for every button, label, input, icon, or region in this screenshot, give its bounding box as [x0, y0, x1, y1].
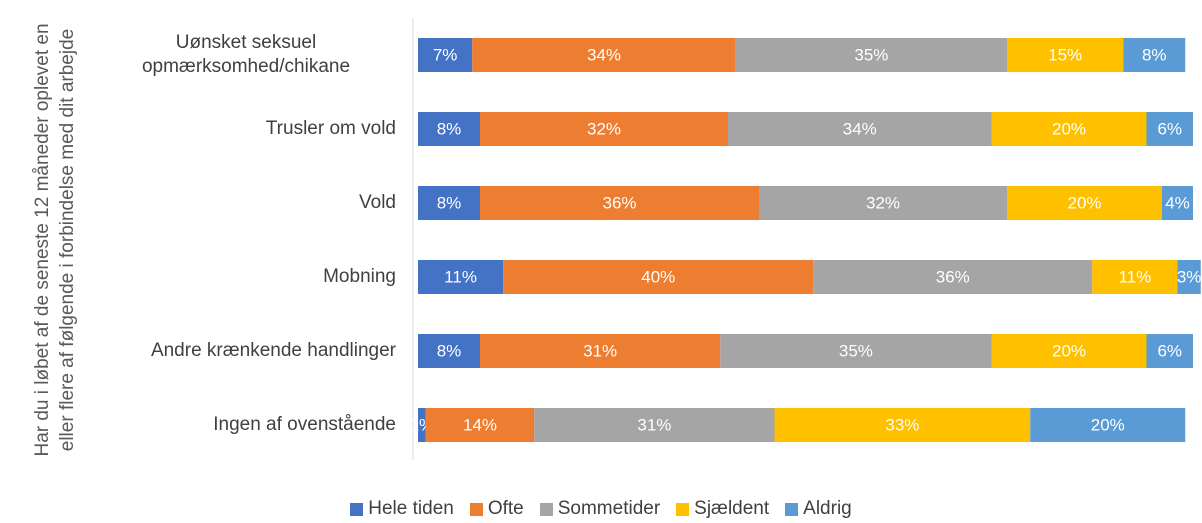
bar-segment	[1177, 260, 1201, 294]
data-label: 20%	[1052, 341, 1086, 360]
data-label: 31%	[637, 415, 671, 434]
bar-segment	[720, 334, 992, 368]
bar-segment	[418, 408, 426, 442]
data-label: 8%	[437, 193, 462, 212]
category-text: Mobning	[323, 266, 396, 287]
category-text: Uønsket seksuel opmærksomhed/chikane	[141, 32, 351, 77]
legend-label: Sommetider	[557, 498, 661, 519]
category-label: Uønsket seksuel opmærksomhed/chikane	[96, 31, 396, 79]
bar-segment	[480, 334, 721, 368]
legend-item: Aldrig	[785, 498, 852, 520]
legend: Hele tiden Ofte Sommetider Sjældent Aldrig	[0, 498, 1202, 520]
legend-swatch	[350, 502, 364, 516]
bar-segment	[774, 408, 1031, 442]
bar-segment	[534, 408, 775, 442]
legend-label: Aldrig	[803, 498, 852, 519]
data-label: 35%	[839, 341, 873, 360]
data-label: 8%	[1142, 45, 1167, 64]
bar-segment	[1123, 38, 1186, 72]
bar-segment	[425, 408, 535, 442]
y-axis-title: Har du i løbet af de seneste 12 måneder …	[32, 23, 78, 457]
bar-segment	[1162, 186, 1193, 220]
legend-label: Ofte	[487, 498, 524, 519]
data-label: 11%	[1118, 267, 1151, 286]
category-label: Vold	[359, 191, 396, 215]
legend-swatch	[676, 502, 690, 516]
data-label: 8%	[437, 341, 462, 360]
bar-segment	[1146, 112, 1193, 146]
category-label: Andre krænkende handlinger	[151, 339, 396, 363]
bar-segment	[991, 112, 1147, 146]
data-label: 40%	[641, 267, 675, 286]
legend-item: Sommetider	[539, 498, 661, 520]
bar-segment	[418, 112, 480, 146]
data-label: 4%	[1165, 193, 1190, 212]
data-label: 33%	[885, 415, 919, 434]
data-label: 6%	[1157, 341, 1182, 360]
category-text: Ingen af ovenstående	[213, 414, 396, 435]
category-label: Trusler om vold	[266, 117, 396, 141]
data-label: 36%	[936, 267, 970, 286]
data-label: 7%	[433, 45, 458, 64]
category-text: Trusler om vold	[265, 118, 396, 139]
data-label: 20%	[1091, 415, 1125, 434]
data-label: 32%	[866, 193, 900, 212]
data-label: 20%	[1067, 193, 1101, 212]
bar-segment	[472, 38, 736, 72]
bar-segment	[503, 260, 814, 294]
legend-label: Hele tiden	[368, 498, 454, 519]
bar-segment	[1146, 334, 1193, 368]
bar-segment	[991, 334, 1147, 368]
bar-segment	[728, 112, 992, 146]
data-label: 3%	[1177, 267, 1202, 286]
bar-segment	[480, 112, 728, 146]
bar-segment	[759, 186, 1007, 220]
legend-swatch	[469, 502, 483, 516]
data-label: 20%	[1052, 119, 1086, 138]
bar-segment	[735, 38, 1007, 72]
bar-segment	[418, 186, 480, 220]
bar-segment	[418, 260, 504, 294]
bar-segment	[1092, 260, 1178, 294]
data-label: 15%	[1048, 45, 1082, 64]
data-label: 6%	[1157, 119, 1182, 138]
data-label: 35%	[854, 45, 888, 64]
category-label: Ingen af ovenstående	[213, 413, 396, 437]
bar-segment	[1007, 186, 1162, 220]
legend-label: Sjældent	[694, 498, 770, 519]
bar-segment	[480, 186, 759, 220]
data-label: 34%	[843, 119, 877, 138]
bar-segment	[1030, 408, 1186, 442]
bar-segment	[418, 334, 480, 368]
data-label: 8%	[437, 119, 462, 138]
bar-segment	[1007, 38, 1124, 72]
category-text: Vold	[359, 192, 396, 213]
category-text: Andre krænkende handlinger	[150, 340, 396, 361]
legend-item: Sjældent	[676, 498, 769, 520]
bar-segment	[813, 260, 1093, 294]
data-label: 36%	[602, 193, 636, 212]
data-label: 31%	[583, 341, 617, 360]
legend-item: Ofte	[469, 498, 524, 520]
legend-swatch	[785, 502, 799, 516]
data-label: 14%	[463, 415, 497, 434]
data-label: 11%	[444, 267, 477, 286]
category-label: Mobning	[323, 265, 396, 289]
data-label: 34%	[587, 45, 621, 64]
bar-segment	[418, 38, 473, 72]
data-label: 32%	[587, 119, 621, 138]
legend-swatch	[539, 502, 553, 516]
legend-item: Hele tiden	[350, 498, 454, 520]
